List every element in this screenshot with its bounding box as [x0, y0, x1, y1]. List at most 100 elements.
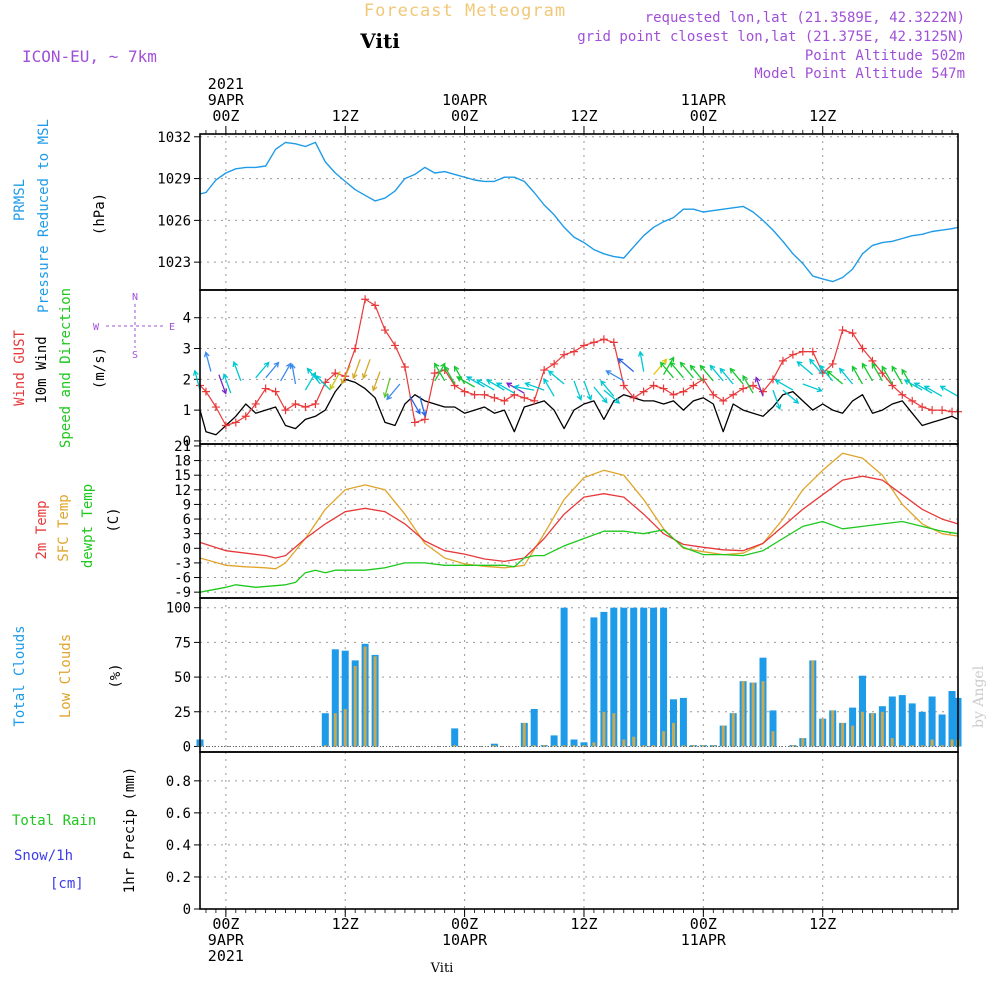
total-cloud-bar: [590, 617, 598, 747]
low-cloud-bar: [652, 745, 656, 747]
gust-marker: [500, 396, 509, 405]
dewpt-label: dewpt Temp: [80, 484, 96, 568]
gust-marker: [729, 390, 738, 399]
gust-marker: [719, 396, 728, 405]
low-cloud-bar: [582, 745, 586, 747]
wind-direction-arrow: [653, 358, 668, 376]
gust-marker: [460, 387, 469, 396]
bottom-time-label: 00Z: [690, 915, 717, 933]
y-tick-label: 0.8: [166, 774, 191, 790]
low-cloud-bar: [602, 711, 606, 747]
gust-marker: [570, 347, 579, 356]
gust-marker: [390, 341, 399, 350]
gust-marker: [241, 412, 250, 421]
bottom-time-label: 00Z: [451, 915, 478, 933]
info-model-altitude: Model Point Altitude 547m: [754, 66, 965, 82]
total-cloud-bar: [888, 696, 896, 747]
y-tick-label: -9: [174, 585, 191, 601]
wind-direction-arrow: [453, 365, 466, 385]
total-cloud-bar: [620, 607, 628, 747]
wind-direction-arrow: [222, 373, 232, 394]
wind-direction-arrow: [419, 396, 427, 417]
low-cloud-bar: [333, 713, 337, 747]
gust-marker: [261, 384, 270, 393]
low-cloud-bar: [940, 745, 944, 747]
gust-marker: [629, 393, 638, 402]
pressure-label-desc: Pressure Reduced to MSL: [36, 119, 52, 313]
wind-direction-arrow: [818, 364, 834, 382]
gust-marker: [778, 356, 787, 365]
y-tick-label: 3: [183, 342, 191, 358]
wind-direction-arrow: [729, 367, 744, 385]
low-cloud-bar: [950, 739, 954, 747]
gust-marker: [788, 350, 797, 359]
gust-marker: [798, 347, 807, 356]
gust-marker: [908, 396, 917, 405]
y-tick-label: 1026: [157, 213, 191, 229]
gust-marker: [699, 375, 708, 384]
info-point-altitude: Point Altitude 502m: [805, 48, 965, 64]
wind-direction-arrow: [466, 376, 485, 388]
gust-marker: [231, 418, 240, 427]
total-clouds-label: Total Clouds: [12, 625, 28, 726]
wind-direction-arrow: [851, 365, 864, 385]
gust-marker: [739, 384, 748, 393]
gust-marker: [361, 295, 370, 304]
low-cloud-bar: [751, 682, 755, 747]
gust-marker: [838, 326, 847, 335]
wind-direction-arrow: [669, 361, 684, 379]
y-tick-label: 1023: [157, 255, 191, 271]
wind-direction-arrow: [809, 358, 824, 376]
total-cloud-bar: [610, 607, 618, 747]
y-tick-label: 0.4: [166, 838, 191, 854]
wind-direction-arrow: [495, 382, 515, 394]
wind-direction-arrow: [689, 364, 704, 382]
gust-marker: [560, 350, 569, 359]
wind-direction-arrow: [719, 367, 734, 385]
gust-marker: [709, 390, 718, 399]
gust-marker: [291, 399, 300, 408]
top-time-label: 00Z: [690, 107, 717, 125]
gust-marker: [649, 381, 658, 390]
temp2m-label: 2m Temp: [34, 500, 50, 559]
sfc-temp-line: [199, 452, 959, 570]
low-cloud-bar: [681, 745, 685, 747]
total-cloud-bar: [600, 611, 608, 747]
gust-marker: [858, 344, 867, 353]
low-cloud-bar: [791, 745, 795, 747]
gust-marker: [530, 396, 539, 405]
wind-direction-arrow: [637, 350, 645, 372]
top-time-label: 12Z: [332, 107, 359, 125]
y-tick-label: 0: [183, 434, 191, 450]
wind-direction-arrow: [547, 370, 565, 385]
wind-direction-arrow: [409, 395, 421, 415]
dewpt-line: [199, 520, 959, 593]
top-time-label: 11APR: [681, 91, 727, 109]
wind-direction-arrow: [203, 350, 212, 372]
bottom-time-label: 12Z: [332, 915, 359, 933]
low-cloud-bar: [701, 745, 705, 747]
gust-marker: [351, 344, 360, 353]
y-tick-label: 0.6: [166, 806, 191, 822]
gust-line: [199, 298, 958, 427]
wind-direction-arrow: [265, 361, 280, 379]
y-tick-label: 0: [183, 541, 191, 557]
top-time-label: 2021: [208, 75, 244, 93]
station-name: Viti: [359, 29, 400, 53]
y-tick-label: 50: [174, 670, 191, 686]
low-cloud-bar: [532, 745, 536, 747]
low-cloud-bar: [871, 713, 874, 747]
wind-direction-arrow: [289, 362, 297, 385]
gust-marker: [918, 403, 927, 412]
wind-direction-arrow: [796, 361, 814, 376]
total-cloud-bar: [660, 607, 668, 747]
y-tick-label: 18: [174, 454, 191, 470]
wind-direction-arrow: [826, 370, 844, 385]
wind-direction-arrow: [583, 380, 593, 401]
gust-marker: [828, 359, 837, 368]
wind-direction-arrow: [901, 368, 913, 388]
gust-marker: [331, 369, 340, 378]
wind-direction-arrow: [382, 377, 391, 399]
gust-marker: [589, 338, 598, 347]
